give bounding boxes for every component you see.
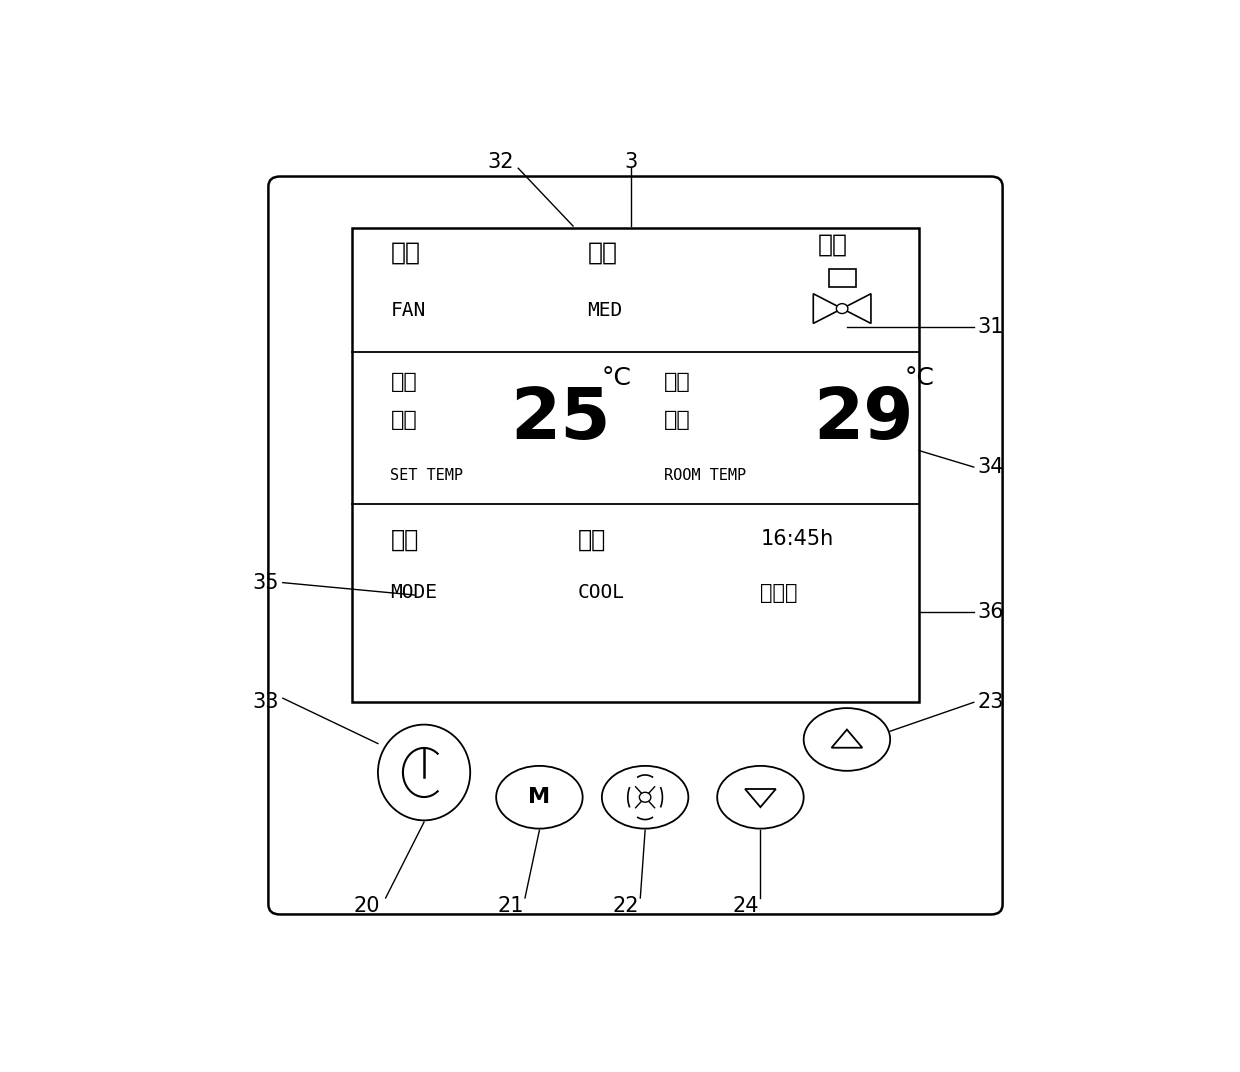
Text: 16:45h: 16:45h bbox=[760, 530, 833, 549]
Text: °C: °C bbox=[601, 367, 631, 390]
Polygon shape bbox=[842, 294, 870, 324]
Text: 定时关: 定时关 bbox=[760, 583, 797, 602]
Text: 24: 24 bbox=[733, 896, 759, 917]
Text: 29: 29 bbox=[813, 385, 914, 455]
Text: 模式: 模式 bbox=[391, 527, 419, 551]
Text: 36: 36 bbox=[978, 601, 1004, 622]
Text: M: M bbox=[528, 787, 551, 807]
Text: 温度: 温度 bbox=[665, 410, 691, 430]
Text: 23: 23 bbox=[978, 693, 1004, 712]
Text: 设定: 设定 bbox=[391, 372, 417, 392]
Text: °C: °C bbox=[905, 367, 935, 390]
Ellipse shape bbox=[601, 765, 688, 829]
Ellipse shape bbox=[378, 725, 470, 820]
Text: 21: 21 bbox=[497, 896, 523, 917]
Text: 制冷: 制冷 bbox=[578, 527, 606, 551]
Text: 3: 3 bbox=[624, 151, 637, 172]
Polygon shape bbox=[745, 789, 776, 807]
Text: MED: MED bbox=[588, 301, 622, 319]
Text: 32: 32 bbox=[487, 151, 515, 172]
Polygon shape bbox=[832, 730, 862, 748]
Text: ROOM TEMP: ROOM TEMP bbox=[665, 468, 746, 483]
Text: 中速: 中速 bbox=[588, 240, 618, 265]
Polygon shape bbox=[813, 294, 842, 324]
Ellipse shape bbox=[717, 765, 804, 829]
Text: 25: 25 bbox=[511, 385, 611, 455]
Bar bbox=[352, 227, 919, 702]
Circle shape bbox=[836, 303, 848, 313]
Text: 20: 20 bbox=[353, 896, 379, 917]
Text: 室内: 室内 bbox=[665, 372, 691, 392]
Bar bbox=[828, 269, 856, 287]
Text: MODE: MODE bbox=[391, 583, 438, 602]
Text: 34: 34 bbox=[978, 457, 1004, 477]
Circle shape bbox=[640, 792, 651, 802]
Text: 22: 22 bbox=[613, 896, 639, 917]
Text: FAN: FAN bbox=[391, 301, 425, 319]
Ellipse shape bbox=[496, 765, 583, 829]
Text: 33: 33 bbox=[252, 693, 279, 712]
Text: 温度: 温度 bbox=[391, 410, 417, 430]
Text: 35: 35 bbox=[252, 572, 279, 593]
Text: 风速: 风速 bbox=[391, 240, 420, 265]
Ellipse shape bbox=[804, 709, 890, 771]
Text: 31: 31 bbox=[978, 316, 1004, 337]
Text: COOL: COOL bbox=[578, 583, 625, 602]
Text: SET TEMP: SET TEMP bbox=[391, 468, 464, 483]
Text: 水阀: 水阀 bbox=[818, 233, 848, 256]
FancyBboxPatch shape bbox=[268, 177, 1003, 914]
